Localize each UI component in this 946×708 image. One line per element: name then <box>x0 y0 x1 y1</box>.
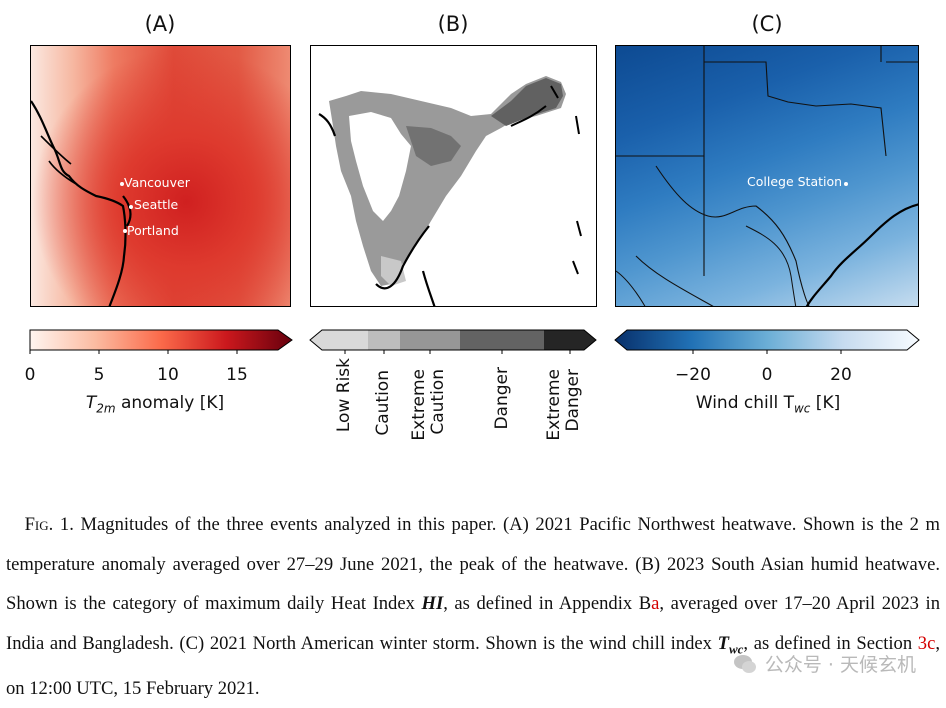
section-link[interactable]: 3c <box>917 632 936 654</box>
colorbar-c-tick-minus20: −20 <box>675 365 711 385</box>
map-b-heat-index <box>310 45 597 307</box>
city-label-college-station: College Station <box>747 174 843 189</box>
map-a-coastline <box>31 100 132 306</box>
figure-number: Fig. 1. <box>24 514 74 535</box>
seattle-marker <box>129 205 133 209</box>
category-danger: Danger <box>492 367 512 430</box>
colorbar-c-tick-0: 0 <box>761 365 773 385</box>
figure-caption: Fig. 1. Magnitudes of the three events a… <box>6 514 941 699</box>
colorbar-c <box>614 329 920 354</box>
panel-a-label: (A) <box>144 12 176 36</box>
category-extreme-caution: Extreme Caution <box>409 369 448 441</box>
map-b-india-shape <box>318 76 582 306</box>
portland-marker <box>123 229 127 233</box>
city-label-vancouver: Vancouver <box>124 175 190 190</box>
category-caution: Caution <box>373 370 393 436</box>
watermark: 公众号 · 天候玄机 <box>733 650 916 677</box>
map-c-borders <box>616 46 918 306</box>
category-extreme-danger: Extreme Danger <box>544 369 583 441</box>
colorbar-c-label: Wind chill Twc [K] <box>695 393 841 416</box>
colorbar-c-tick-20: 20 <box>830 365 852 385</box>
colorbar-b <box>309 329 597 354</box>
city-label-portland: Portland <box>127 223 179 238</box>
colorbar-a <box>29 329 293 354</box>
appendix-link[interactable]: a <box>651 593 660 614</box>
city-label-seattle: Seattle <box>134 197 179 212</box>
panel-b-label: (B) <box>437 12 469 36</box>
colorbar-a-tick-5: 5 <box>93 365 105 385</box>
map-a-temperature-anomaly: Vancouver Seattle Portland <box>30 45 291 307</box>
colorbar-a-tick-0: 0 <box>24 365 36 385</box>
colorbar-a-tick-10: 10 <box>157 365 179 385</box>
panel-c-label: (C) <box>751 12 783 36</box>
vancouver-marker <box>120 182 124 186</box>
map-c-wind-chill: College Station <box>615 45 919 307</box>
category-low-risk: Low Risk <box>334 358 354 433</box>
college-station-marker <box>844 182 848 186</box>
colorbar-a-tick-15: 15 <box>226 365 248 385</box>
wechat-icon <box>733 654 756 673</box>
colorbar-a-label: T2m anomaly [K] <box>85 393 225 416</box>
